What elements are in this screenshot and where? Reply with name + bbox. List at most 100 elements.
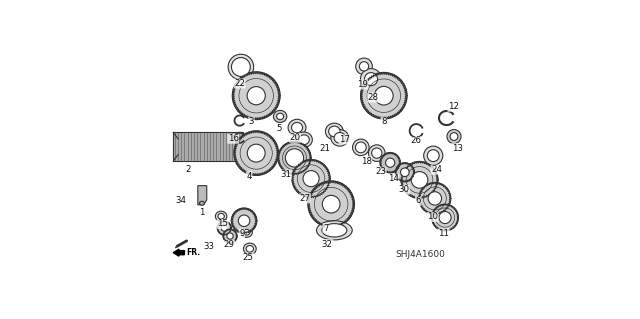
Ellipse shape bbox=[299, 135, 309, 145]
Text: 11: 11 bbox=[438, 229, 449, 238]
Ellipse shape bbox=[273, 110, 287, 122]
Ellipse shape bbox=[439, 211, 451, 224]
Text: 23: 23 bbox=[375, 167, 386, 176]
Text: 30: 30 bbox=[398, 185, 410, 194]
Ellipse shape bbox=[374, 86, 393, 105]
Ellipse shape bbox=[323, 195, 340, 213]
Text: 24: 24 bbox=[431, 165, 442, 174]
Ellipse shape bbox=[334, 132, 346, 143]
Ellipse shape bbox=[216, 211, 227, 221]
Ellipse shape bbox=[246, 246, 253, 252]
Ellipse shape bbox=[385, 158, 395, 167]
Ellipse shape bbox=[353, 139, 369, 156]
Ellipse shape bbox=[328, 126, 340, 137]
Ellipse shape bbox=[241, 227, 252, 237]
Text: 13: 13 bbox=[452, 144, 463, 152]
Ellipse shape bbox=[243, 229, 250, 235]
Ellipse shape bbox=[231, 208, 257, 234]
Ellipse shape bbox=[424, 146, 443, 165]
Text: 16: 16 bbox=[228, 134, 239, 143]
Ellipse shape bbox=[325, 123, 343, 140]
Text: 12: 12 bbox=[448, 102, 459, 111]
Text: 32: 32 bbox=[322, 240, 333, 249]
Ellipse shape bbox=[355, 142, 366, 153]
Polygon shape bbox=[198, 186, 207, 205]
Ellipse shape bbox=[431, 204, 458, 231]
Ellipse shape bbox=[238, 215, 250, 226]
Text: FR.: FR. bbox=[186, 248, 200, 257]
Text: 20: 20 bbox=[290, 133, 301, 142]
Ellipse shape bbox=[419, 182, 451, 214]
Text: 14: 14 bbox=[388, 174, 399, 183]
Ellipse shape bbox=[322, 224, 347, 237]
Ellipse shape bbox=[243, 243, 256, 255]
Text: 31: 31 bbox=[280, 170, 291, 179]
Text: 8: 8 bbox=[381, 117, 387, 126]
Ellipse shape bbox=[291, 122, 303, 133]
Text: 21: 21 bbox=[319, 144, 330, 153]
Text: 10: 10 bbox=[427, 212, 438, 221]
Text: SHJ4A1600: SHJ4A1600 bbox=[396, 250, 445, 259]
Ellipse shape bbox=[447, 130, 461, 144]
Text: 34: 34 bbox=[175, 197, 186, 205]
Ellipse shape bbox=[200, 201, 205, 205]
Ellipse shape bbox=[223, 229, 237, 243]
Text: 28: 28 bbox=[368, 93, 379, 102]
Ellipse shape bbox=[360, 62, 369, 71]
Ellipse shape bbox=[285, 149, 303, 167]
Text: 25: 25 bbox=[243, 253, 253, 262]
Text: 1: 1 bbox=[198, 208, 204, 217]
Ellipse shape bbox=[292, 160, 330, 198]
Ellipse shape bbox=[234, 131, 278, 175]
Text: 9: 9 bbox=[239, 229, 244, 238]
Text: 7: 7 bbox=[323, 224, 328, 233]
Ellipse shape bbox=[276, 113, 284, 120]
Text: 22: 22 bbox=[234, 79, 245, 88]
Ellipse shape bbox=[428, 192, 442, 205]
Text: 2: 2 bbox=[186, 165, 191, 174]
Ellipse shape bbox=[372, 148, 382, 158]
Text: 33: 33 bbox=[204, 242, 215, 251]
Ellipse shape bbox=[218, 213, 225, 219]
Ellipse shape bbox=[218, 221, 231, 235]
Text: 29: 29 bbox=[223, 241, 234, 249]
Ellipse shape bbox=[247, 144, 265, 162]
Ellipse shape bbox=[247, 87, 266, 105]
Ellipse shape bbox=[401, 168, 409, 177]
Text: 18: 18 bbox=[361, 157, 372, 166]
Ellipse shape bbox=[317, 221, 352, 240]
Ellipse shape bbox=[303, 171, 319, 187]
Ellipse shape bbox=[232, 72, 280, 120]
Text: 15: 15 bbox=[217, 219, 228, 228]
Ellipse shape bbox=[401, 161, 438, 198]
Ellipse shape bbox=[450, 133, 458, 140]
Ellipse shape bbox=[365, 73, 378, 85]
Ellipse shape bbox=[232, 57, 250, 77]
Text: 26: 26 bbox=[410, 137, 421, 145]
Text: 6: 6 bbox=[415, 197, 421, 205]
Ellipse shape bbox=[308, 181, 355, 227]
Text: 5: 5 bbox=[276, 124, 282, 133]
Ellipse shape bbox=[221, 225, 227, 231]
Ellipse shape bbox=[428, 150, 439, 162]
Ellipse shape bbox=[288, 119, 306, 136]
Bar bbox=[173, 132, 243, 161]
Ellipse shape bbox=[380, 152, 401, 173]
Ellipse shape bbox=[412, 172, 428, 188]
Ellipse shape bbox=[369, 145, 385, 161]
Ellipse shape bbox=[396, 163, 415, 182]
Text: 27: 27 bbox=[300, 194, 310, 203]
FancyArrow shape bbox=[173, 249, 184, 256]
Text: 17: 17 bbox=[339, 135, 350, 144]
Text: 4: 4 bbox=[246, 172, 252, 181]
Text: 19: 19 bbox=[357, 80, 368, 89]
Ellipse shape bbox=[360, 72, 407, 119]
Ellipse shape bbox=[278, 141, 311, 174]
Ellipse shape bbox=[227, 233, 233, 239]
Ellipse shape bbox=[296, 132, 312, 147]
Ellipse shape bbox=[360, 69, 381, 90]
Ellipse shape bbox=[228, 54, 253, 80]
Ellipse shape bbox=[356, 58, 372, 75]
Bar bbox=[238, 139, 242, 155]
Text: 3: 3 bbox=[249, 117, 254, 126]
